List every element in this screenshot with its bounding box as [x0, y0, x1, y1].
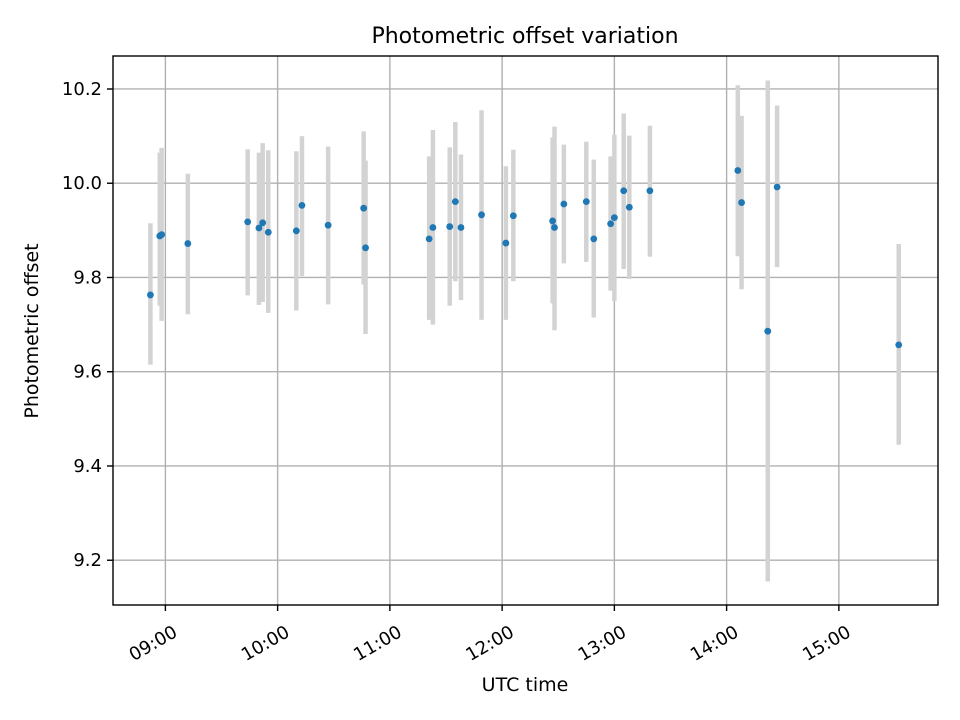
- point-layer: [147, 167, 903, 349]
- data-point: [646, 187, 654, 195]
- x-tick-label: 13:00: [575, 622, 630, 666]
- data-point: [610, 214, 618, 222]
- y-axis-label: Photometric offset: [21, 243, 43, 418]
- y-tick-label: 10.0: [62, 173, 102, 194]
- data-point: [324, 221, 332, 229]
- data-point: [478, 211, 485, 219]
- x-tick-label: 14:00: [687, 622, 742, 666]
- data-point: [429, 224, 437, 231]
- x-tick-label: 09:00: [126, 622, 181, 666]
- data-point: [425, 235, 433, 243]
- data-point: [773, 183, 781, 191]
- data-point: [259, 219, 267, 227]
- data-point: [625, 203, 633, 211]
- data-point: [362, 244, 369, 252]
- data-point: [551, 224, 558, 231]
- chart-title: Photometric offset variation: [371, 24, 678, 49]
- data-point: [255, 224, 263, 232]
- data-point: [292, 227, 300, 235]
- data-point: [560, 200, 568, 208]
- data-point: [764, 327, 772, 335]
- data-point: [244, 218, 252, 226]
- plot-frame: [112, 55, 939, 606]
- data-point: [582, 198, 590, 206]
- data-point: [549, 217, 557, 225]
- data-point: [184, 240, 192, 247]
- data-point: [457, 224, 465, 231]
- data-point: [607, 220, 615, 228]
- data-point: [264, 228, 272, 236]
- y-tick-label: 10.2: [62, 79, 102, 100]
- data-point: [502, 239, 510, 247]
- data-point: [738, 199, 745, 206]
- x-tick-label: 12:00: [462, 622, 517, 666]
- data-point: [620, 187, 628, 195]
- y-tick-label: 9.6: [73, 362, 102, 383]
- data-point: [734, 167, 742, 174]
- data-point: [158, 231, 166, 239]
- grid-layer: [113, 56, 938, 605]
- y-tick-label: 9.2: [73, 550, 102, 571]
- data-point: [895, 341, 903, 349]
- data-point: [147, 291, 154, 299]
- x-tick-label: 15:00: [799, 622, 854, 666]
- x-tick-label: 10:00: [238, 622, 293, 666]
- y-tick-label: 9.4: [73, 456, 102, 477]
- data-point: [509, 212, 517, 220]
- data-point: [590, 235, 598, 243]
- x-tick-label: 11:00: [350, 622, 405, 666]
- errorbar-layer: [148, 80, 901, 582]
- x-axis-label: UTC time: [482, 674, 569, 696]
- data-point: [451, 198, 459, 206]
- y-tick-label: 9.8: [73, 267, 102, 288]
- data-point: [360, 204, 368, 212]
- data-point: [298, 201, 306, 209]
- data-point: [446, 223, 454, 230]
